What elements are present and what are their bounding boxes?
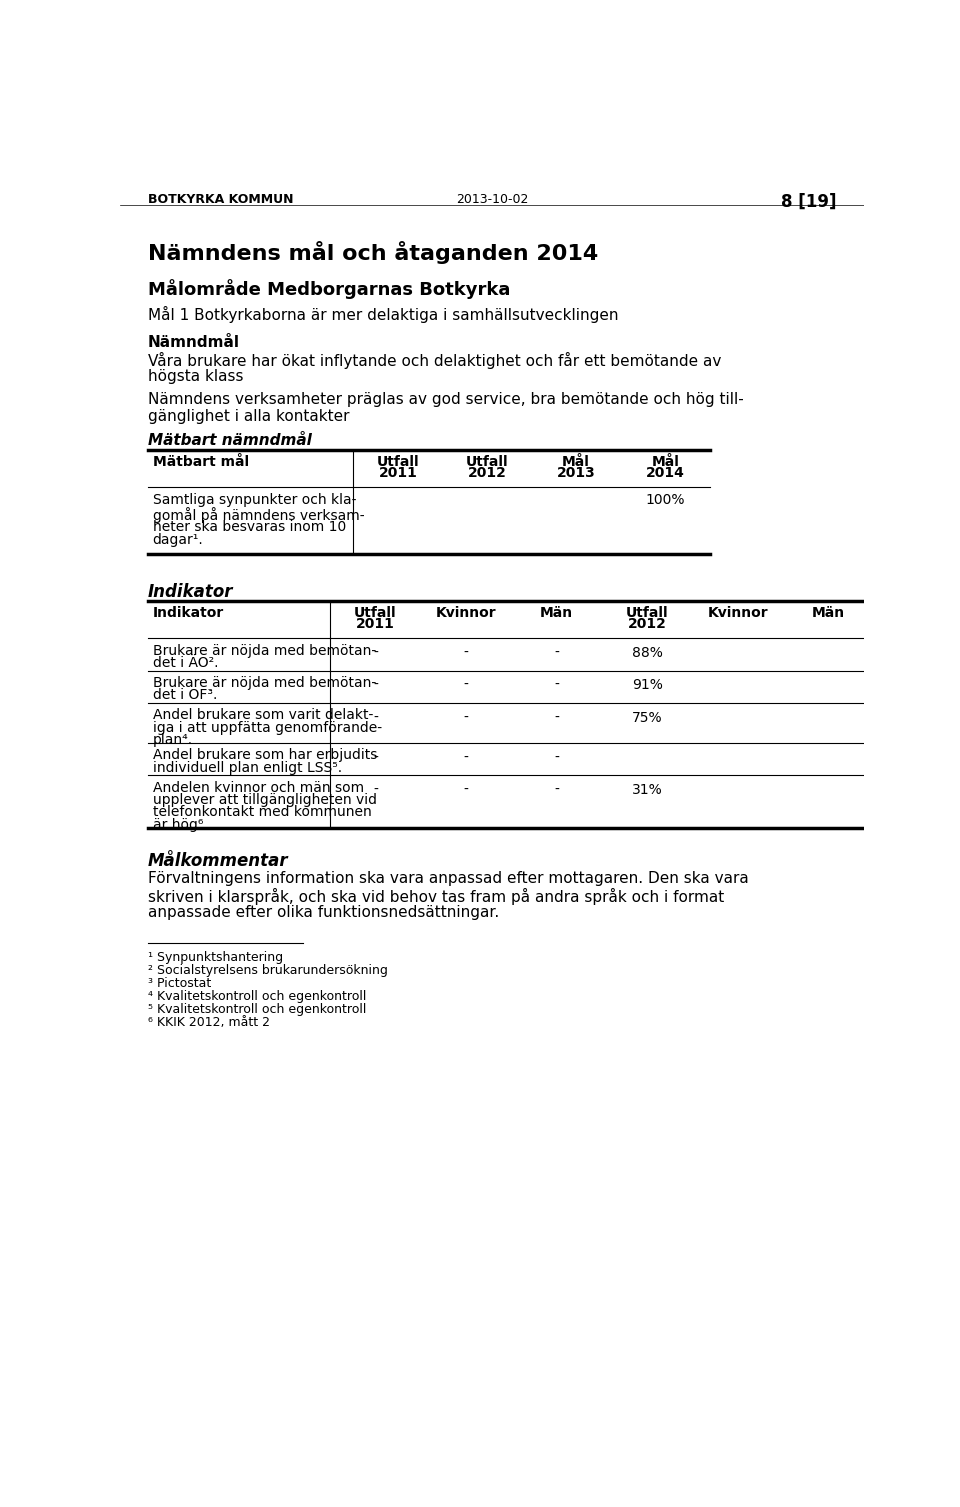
Text: dagar¹.: dagar¹. (153, 533, 204, 547)
Text: Andel brukare som har erbjudits: Andel brukare som har erbjudits (153, 749, 377, 763)
Text: Brukare är nöjda med bemötan-: Brukare är nöjda med bemötan- (153, 643, 375, 657)
Text: Mätbart nämndmål: Mätbart nämndmål (148, 434, 312, 449)
Text: högsta klass: högsta klass (148, 369, 244, 384)
Text: -: - (372, 711, 378, 725)
Text: -: - (554, 678, 559, 692)
Text: -: - (372, 647, 378, 660)
Text: plan⁴.: plan⁴. (153, 732, 193, 747)
Text: upplever att tillgängligheten vid: upplever att tillgängligheten vid (153, 793, 376, 806)
Text: -: - (554, 750, 559, 764)
Text: -: - (554, 711, 559, 725)
Text: Andelen kvinnor och män som: Andelen kvinnor och män som (153, 781, 364, 794)
Text: Kvinnor: Kvinnor (708, 606, 768, 619)
Text: ⁵ Kvalitetskontroll och egenkontroll: ⁵ Kvalitetskontroll och egenkontroll (148, 1004, 367, 1016)
Text: -: - (372, 678, 378, 692)
Text: Utfall: Utfall (466, 455, 508, 469)
Text: gomål på nämndens verksam-: gomål på nämndens verksam- (153, 506, 364, 523)
Text: Mätbart mål: Mätbart mål (153, 455, 249, 469)
Text: -: - (372, 784, 378, 797)
Text: Nämndens verksamheter präglas av god service, bra bemötande och hög till-: Nämndens verksamheter präglas av god ser… (148, 392, 744, 407)
Text: -: - (554, 784, 559, 797)
Text: 2011: 2011 (356, 616, 395, 630)
Text: Utfall: Utfall (626, 606, 669, 619)
Text: 75%: 75% (632, 711, 662, 725)
Text: Mål: Mål (563, 455, 590, 469)
Text: 8 [19]: 8 [19] (780, 193, 836, 211)
Text: Mål: Mål (651, 455, 679, 469)
Text: individuell plan enligt LSS⁵.: individuell plan enligt LSS⁵. (153, 761, 342, 775)
Text: Samtliga synpunkter och kla-: Samtliga synpunkter och kla- (153, 493, 356, 508)
Text: 2012: 2012 (468, 466, 507, 479)
Text: är hög⁶: är hög⁶ (153, 818, 203, 832)
Text: 88%: 88% (632, 647, 662, 660)
Text: Indikator: Indikator (153, 606, 224, 619)
Text: Män: Män (540, 606, 573, 619)
Text: skriven i klarspråk, och ska vid behov tas fram på andra språk och i format: skriven i klarspråk, och ska vid behov t… (148, 888, 724, 904)
Text: ⁴ Kvalitetskontroll och egenkontroll: ⁴ Kvalitetskontroll och egenkontroll (148, 990, 367, 1004)
Text: 2013: 2013 (557, 466, 595, 479)
Text: 91%: 91% (632, 678, 662, 692)
Text: 2014: 2014 (646, 466, 684, 479)
Text: 2013-10-02: 2013-10-02 (456, 193, 528, 206)
Text: -: - (464, 784, 468, 797)
Text: 2011: 2011 (378, 466, 418, 479)
Text: Män: Män (812, 606, 846, 619)
Text: Utfall: Utfall (376, 455, 420, 469)
Text: Målområde Medborgarnas Botkyrka: Målområde Medborgarnas Botkyrka (148, 279, 511, 300)
Text: 100%: 100% (645, 493, 685, 508)
Text: ² Socialstyrelsens brukarundersökning: ² Socialstyrelsens brukarundersökning (148, 964, 388, 977)
Text: BOTKYRKA KOMMUN: BOTKYRKA KOMMUN (148, 193, 294, 206)
Text: -: - (372, 750, 378, 764)
Text: -: - (464, 647, 468, 660)
Text: Kvinnor: Kvinnor (436, 606, 496, 619)
Text: heter ska besvaras inom 10: heter ska besvaras inom 10 (153, 520, 346, 533)
Text: ³ Pictostat: ³ Pictostat (148, 977, 211, 990)
Text: -: - (464, 678, 468, 692)
Text: Våra brukare har ökat inflytande och delaktighet och får ett bemötande av: Våra brukare har ökat inflytande och del… (148, 351, 721, 369)
Text: iga i att uppfätta genomförande-: iga i att uppfätta genomförande- (153, 720, 382, 734)
Text: Indikator: Indikator (148, 583, 233, 601)
Text: Brukare är nöjda med bemötan-: Brukare är nöjda med bemötan- (153, 677, 375, 690)
Text: -: - (554, 647, 559, 660)
Text: Förvaltningens information ska vara anpassad efter mottagaren. Den ska vara: Förvaltningens information ska vara anpa… (148, 871, 749, 886)
Text: Utfall: Utfall (354, 606, 396, 619)
Text: det i OF³.: det i OF³. (153, 689, 217, 702)
Text: -: - (464, 711, 468, 725)
Text: anpassade efter olika funktionsnedsättningar.: anpassade efter olika funktionsnedsättni… (148, 904, 499, 919)
Text: 31%: 31% (632, 784, 662, 797)
Text: Andel brukare som varit delakt-: Andel brukare som varit delakt- (153, 708, 372, 722)
Text: gänglighet i alla kontakter: gänglighet i alla kontakter (148, 408, 349, 423)
Text: telefonkontakt med kommunen: telefonkontakt med kommunen (153, 805, 372, 820)
Text: ¹ Synpunktshantering: ¹ Synpunktshantering (148, 951, 283, 964)
Text: Mål 1 Botkyrkaborna är mer delaktiga i samhällsutvecklingen: Mål 1 Botkyrkaborna är mer delaktiga i s… (148, 306, 618, 324)
Text: 2012: 2012 (628, 616, 667, 630)
Text: ⁶ KKIK 2012, mått 2: ⁶ KKIK 2012, mått 2 (148, 1016, 270, 1029)
Text: -: - (464, 750, 468, 764)
Text: det i ÄO².: det i ÄO². (153, 656, 218, 671)
Text: Nämndens mål och åtaganden 2014: Nämndens mål och åtaganden 2014 (148, 241, 598, 264)
Text: Målkommentar: Målkommentar (148, 853, 289, 870)
Text: Nämndmål: Nämndmål (148, 335, 240, 350)
